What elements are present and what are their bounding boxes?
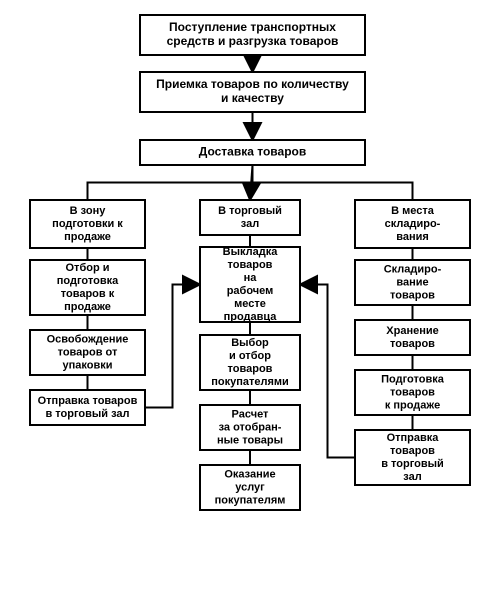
flow-node-b1: В торговыйзал xyxy=(200,200,300,235)
flow-node-c1: В местаскладиро-вания xyxy=(355,200,470,248)
node-label: товаров к xyxy=(61,288,115,300)
flow-node-a2: Отбор иподготовкатоваров кпродаже xyxy=(30,260,145,315)
flow-node-c4: Подготовкатоваровк продаже xyxy=(355,370,470,415)
node-label: Доставка товаров xyxy=(199,145,306,159)
node-label: подготовка xyxy=(57,275,119,287)
node-label: товаров от xyxy=(58,346,118,358)
node-label: в торговый зал xyxy=(45,408,129,420)
node-label: товаров xyxy=(228,363,273,375)
node-label: вание xyxy=(396,276,428,288)
node-label: В зону xyxy=(70,205,107,217)
node-label: рабочем xyxy=(227,285,274,297)
node-label: товаров xyxy=(390,445,435,457)
node-label: упаковки xyxy=(63,359,113,371)
node-label: Отбор и xyxy=(66,262,110,274)
node-label: покупателям xyxy=(215,494,286,506)
flow-node-a1: В зонуподготовки кпродаже xyxy=(30,200,145,248)
flow-node-b2: Выкладкатоваровнарабочемместепродавца xyxy=(200,246,300,323)
flow-node-n3: Доставка товаров xyxy=(140,140,365,165)
node-label: Отправка товаров xyxy=(38,395,138,407)
node-label: вания xyxy=(396,231,429,243)
node-label: продаже xyxy=(64,231,111,243)
flow-node-c3: Хранениетоваров xyxy=(355,320,470,355)
flow-node-b3: Выбори отбортоваровпокупателями xyxy=(200,335,300,390)
node-label: к продаже xyxy=(385,399,440,411)
flow-node-c2: Складиро-ваниетоваров xyxy=(355,260,470,305)
flow-edge xyxy=(145,285,200,408)
node-label: Освобождение xyxy=(47,333,129,345)
node-label: услуг xyxy=(235,481,265,493)
node-label: зал xyxy=(241,218,259,230)
node-label: Приемка товаров по количеству xyxy=(156,77,349,91)
node-label: товаров xyxy=(390,338,435,350)
node-label: Хранение xyxy=(386,325,438,337)
node-label: Расчет xyxy=(232,408,270,420)
flow-node-n1: Поступление транспортныхсредств и разгру… xyxy=(140,15,365,55)
node-label: средств и разгрузка товаров xyxy=(167,34,339,48)
node-label: на xyxy=(244,272,258,284)
node-label: В торговый xyxy=(218,205,282,217)
node-label: подготовки к xyxy=(52,218,123,230)
flow-node-c5: Отправкатоваровв торговыйзал xyxy=(355,430,470,485)
node-label: Оказание xyxy=(224,468,275,480)
node-label: складиро- xyxy=(385,218,441,230)
node-label: Выбор xyxy=(231,337,269,349)
node-label: Складиро- xyxy=(384,263,442,275)
node-label: зал xyxy=(403,471,421,483)
flow-node-a3: Освобождениетоваров отупаковки xyxy=(30,330,145,375)
node-label: в торговый xyxy=(381,458,444,470)
node-label: покупателями xyxy=(211,376,289,388)
flow-edge xyxy=(300,285,355,458)
flowchart-canvas: Поступление транспортныхсредств и разгру… xyxy=(0,0,504,593)
node-label: Подготовка xyxy=(381,373,445,385)
node-label: Выкладка xyxy=(223,246,279,258)
node-label: товаров xyxy=(390,289,435,301)
flow-node-b5: Оказаниеуслугпокупателям xyxy=(200,465,300,510)
flow-node-n2: Приемка товаров по количествуи качеству xyxy=(140,72,365,112)
node-label: В места xyxy=(391,205,435,217)
node-label: и отбор xyxy=(229,350,271,362)
node-label: и качеству xyxy=(221,91,284,105)
node-label: товаров xyxy=(228,259,273,271)
node-label: Отправка xyxy=(387,432,440,444)
node-label: за отобран- xyxy=(219,421,282,433)
node-label: продаже xyxy=(64,301,111,313)
node-label: Поступление транспортных xyxy=(169,20,336,34)
flow-node-a4: Отправка товаровв торговый зал xyxy=(30,390,145,425)
node-label: товаров xyxy=(390,386,435,398)
flow-edge xyxy=(88,165,253,200)
node-label: продавца xyxy=(224,311,278,323)
node-label: месте xyxy=(234,298,266,310)
flow-edge xyxy=(253,165,413,200)
flow-node-b4: Расчетза отобран-ные товары xyxy=(200,405,300,450)
node-label: ные товары xyxy=(217,434,283,446)
